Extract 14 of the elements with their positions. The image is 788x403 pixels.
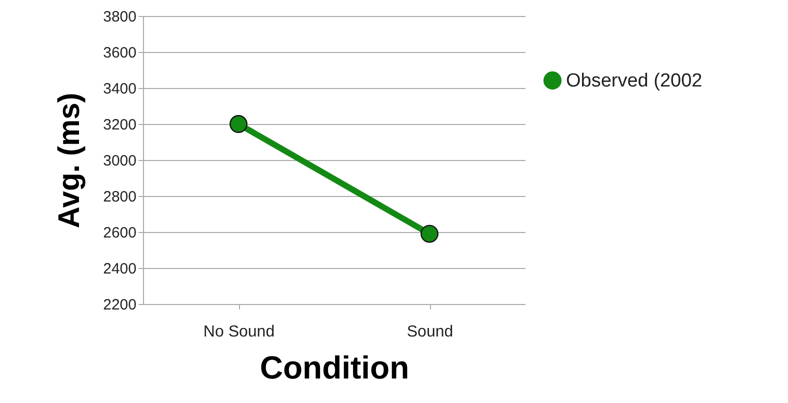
y-tick-label: 3200 (103, 116, 136, 134)
y-axis-title: Avg. (ms) (53, 92, 86, 228)
legend-label: Observed (2002 (566, 70, 702, 92)
x-tick-label: No Sound (203, 324, 275, 340)
x-tick-label: Sound (406, 324, 454, 340)
y-tick-label: 3000 (103, 152, 136, 170)
y-tick-label: 2600 (103, 224, 136, 242)
y-tick-label: 2800 (103, 188, 136, 206)
y-tick-label: 2400 (103, 260, 136, 278)
x-axis-title: Condition (260, 350, 410, 386)
y-tick-label: 3800 (103, 8, 136, 26)
y-tick-label: 3400 (103, 80, 136, 98)
y-tick-label: 3600 (103, 44, 136, 62)
y-tick-label: 2200 (103, 296, 136, 314)
